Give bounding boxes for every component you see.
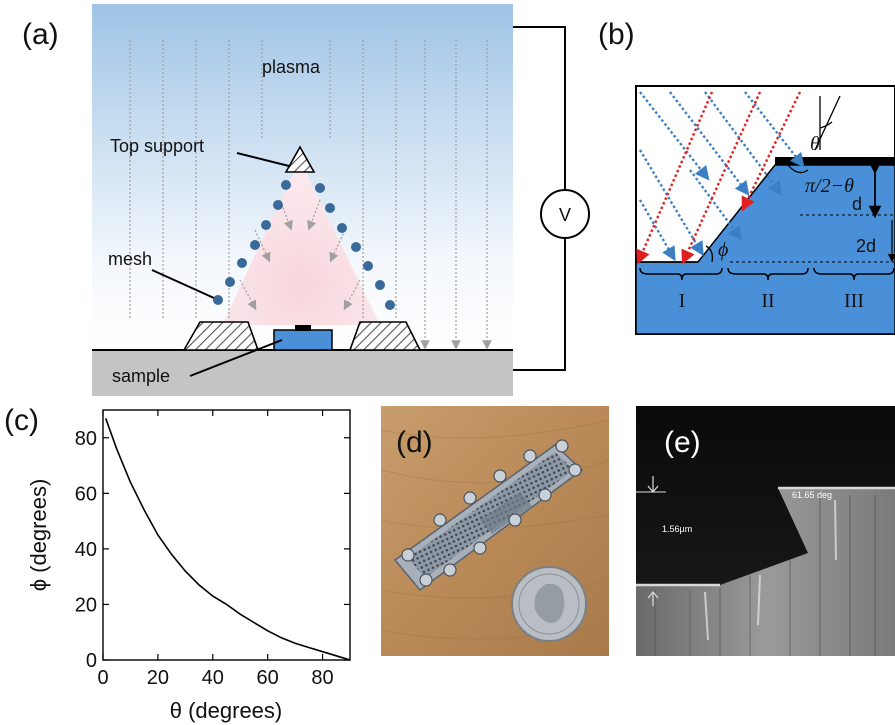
plot-frame xyxy=(102,409,351,661)
sem-angle-readout: 61.65 deg xyxy=(792,490,832,500)
right-mesh-support xyxy=(348,321,422,351)
depth-2d-label: 2d xyxy=(856,236,876,256)
sample-cap xyxy=(295,325,311,331)
left-mesh-support xyxy=(182,321,260,351)
sem-sidewall xyxy=(636,488,895,656)
complement-angle-label: π/2−θ xyxy=(805,175,854,197)
voltage-label: V xyxy=(559,205,571,225)
sample-label: sample xyxy=(112,366,170,386)
region-I-label: I xyxy=(679,290,686,312)
top-support xyxy=(284,145,316,173)
y-tick-label: 20 xyxy=(75,594,97,616)
panel-label-e: (e) xyxy=(664,426,701,459)
sem-bright-streaks xyxy=(704,499,837,641)
region-brackets xyxy=(639,267,895,281)
plasma-glow xyxy=(222,160,380,325)
holder-screws xyxy=(401,439,582,587)
panel-c-chart: 0 20 40 60 80 0 20 40 60 80 θ (degrees) ϕ (degre… xyxy=(26,409,351,723)
coin-portrait xyxy=(534,583,565,623)
mesh-dots xyxy=(213,180,395,310)
phi-symbol: ϕ xyxy=(718,239,728,261)
tick-marks xyxy=(102,410,350,661)
x-tick-label: 0 xyxy=(97,667,108,689)
phi-vs-theta-line xyxy=(104,418,351,661)
x-tick-labels: 0 20 40 60 80 xyxy=(97,667,333,689)
panel-a-diagram: plasma Top support mesh sample V xyxy=(92,4,590,396)
mesh-label: mesh xyxy=(108,249,152,269)
incidence-line xyxy=(814,95,841,151)
region-II-label: II xyxy=(761,290,774,312)
mesh-leader xyxy=(151,269,215,299)
blue-ion-paths xyxy=(638,91,805,262)
y-tick-labels: 0 20 40 60 80 xyxy=(75,428,97,672)
region-III-label: III xyxy=(844,290,864,312)
sample-leader xyxy=(189,339,283,377)
panel-label-d: (d) xyxy=(396,426,433,459)
panel-label-b: (b) xyxy=(598,18,635,51)
sem-thickness-readout: 1.56µm xyxy=(662,524,692,534)
holder-window xyxy=(480,492,532,534)
voltage-source xyxy=(540,189,590,239)
plasma-label: plasma xyxy=(262,57,321,77)
y-axis-label: ϕ (degrees) xyxy=(26,479,51,592)
red-ion-paths xyxy=(636,91,802,265)
panel-d-photo: (d) xyxy=(380,406,610,656)
y-tick-label: 60 xyxy=(75,483,97,505)
y-tick-label: 40 xyxy=(75,539,97,561)
panel-b-diagram: θ π/2−θ d 2d ϕ I II III xyxy=(635,85,895,335)
bias-circuit xyxy=(513,26,566,371)
y-tick-label: 80 xyxy=(75,428,97,450)
depth-d-label: d xyxy=(852,194,862,214)
x-axis-label: θ (degrees) xyxy=(170,698,283,723)
x-tick-label: 80 xyxy=(311,667,333,689)
sem-striations xyxy=(654,495,876,656)
ion-trajectories xyxy=(129,40,492,350)
x-tick-label: 60 xyxy=(257,667,279,689)
x-tick-label: 40 xyxy=(202,667,224,689)
top-support-leader xyxy=(236,152,290,167)
top-support-label: Top support xyxy=(110,136,204,156)
panel-e-sem: 61.65 deg 1.56µm (e) xyxy=(636,406,895,656)
x-tick-label: 20 xyxy=(147,667,169,689)
panel-label-c: (c) xyxy=(4,404,39,437)
panel-label-a: (a) xyxy=(22,18,59,51)
sample-block xyxy=(273,329,333,351)
theta-symbol: θ xyxy=(810,133,820,155)
y-tick-label: 0 xyxy=(86,650,97,672)
substrate xyxy=(92,350,513,396)
mask-layer xyxy=(775,157,895,165)
